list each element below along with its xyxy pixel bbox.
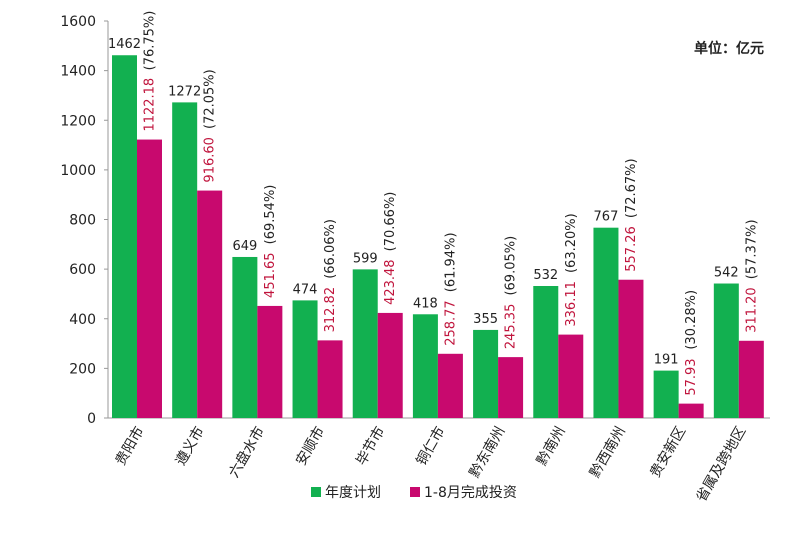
data-label-done: 245.35 (504, 304, 519, 350)
x-category-label: 省属及跨地区 (694, 424, 750, 505)
data-label-done: 423.48 (383, 259, 398, 305)
bar-plan (473, 329, 499, 418)
data-label-plan: 1272 (168, 84, 201, 99)
bar-plan (533, 285, 559, 418)
x-category-label: 黔西南州 (587, 424, 629, 480)
x-category-label: 黔南州 (534, 424, 569, 468)
bar-done (377, 312, 403, 418)
data-label-percent: (69.54%) (263, 185, 278, 245)
bar-plan (412, 314, 438, 418)
legend-label-plan: 年度计划 (325, 485, 381, 501)
x-category-label: 黔东南州 (467, 424, 509, 480)
data-label-percent: (57.37%) (744, 219, 759, 279)
y-tick-label: 1400 (60, 64, 96, 80)
bar-done (257, 305, 283, 418)
bar-done (558, 334, 584, 418)
data-label-done: 57.93 (684, 358, 699, 395)
data-label-plan: 599 (353, 251, 378, 266)
y-tick-label: 1600 (60, 14, 96, 30)
data-label-percent: (63.20%) (564, 213, 579, 273)
data-label-done: 557.26 (624, 226, 639, 272)
bar-plan (172, 102, 198, 418)
legend-label-done: 1-8月完成投资 (424, 485, 517, 501)
data-label-percent: (70.66%) (383, 192, 398, 252)
data-label-percent: (66.06%) (323, 219, 338, 279)
data-label-percent: (30.28%) (684, 290, 699, 350)
unit-label: 单位：亿元 (694, 41, 764, 57)
data-label-plan: 542 (714, 266, 739, 281)
bar-plan (352, 269, 378, 418)
data-label-plan: 474 (293, 282, 318, 297)
data-label-percent: (69.05%) (504, 236, 519, 296)
x-category-label: 贵安新区 (647, 424, 689, 480)
data-label-done: 312.82 (323, 287, 338, 333)
data-label-done: 1122.18 (143, 78, 158, 132)
x-category-label: 贵阳市 (112, 424, 148, 469)
data-label-done: 336.11 (564, 281, 579, 327)
data-label-percent: (76.75%) (143, 11, 158, 71)
bar-plan (593, 227, 619, 418)
bar-done (498, 357, 524, 418)
x-category-label: 铜仁市 (413, 424, 449, 469)
data-label-done: 258.77 (443, 300, 458, 346)
data-label-plan: 191 (654, 353, 679, 368)
data-label-plan: 649 (232, 239, 257, 254)
data-label-percent: (72.05%) (203, 69, 218, 129)
legend-swatch-plan (311, 487, 321, 497)
data-label-plan: 1462 (108, 37, 141, 52)
x-category-label: 安顺市 (292, 424, 328, 469)
bar-plan (713, 283, 739, 418)
y-tick-label: 1000 (60, 163, 96, 179)
y-tick-label: 0 (87, 411, 96, 427)
bar-plan (292, 300, 318, 418)
x-category-label: 遵义市 (172, 424, 208, 469)
data-label-percent: (61.94%) (443, 232, 458, 292)
y-tick-label: 800 (69, 213, 96, 229)
bar-plan (232, 256, 258, 418)
bar-done (317, 340, 343, 418)
data-label-done: 311.20 (744, 287, 759, 333)
bar-done (678, 403, 704, 418)
data-label-done: 451.65 (263, 252, 278, 298)
data-label-plan: 418 (413, 296, 438, 311)
y-tick-label: 400 (69, 312, 96, 328)
y-tick-label: 1200 (60, 113, 96, 129)
bar-done (197, 190, 223, 418)
legend-swatch-done (410, 487, 420, 497)
data-label-plan: 767 (594, 210, 619, 225)
data-label-percent: (72.67%) (624, 158, 639, 218)
y-tick-label: 200 (69, 361, 96, 377)
y-tick-label: 600 (69, 262, 96, 278)
x-category-label: 毕节市 (353, 424, 389, 469)
data-label-plan: 532 (533, 268, 558, 283)
data-label-plan: 355 (473, 312, 498, 327)
bar-done (137, 139, 162, 418)
bar-done (618, 279, 644, 418)
bar-plan (112, 55, 137, 419)
bar-done (738, 340, 764, 418)
bar-done (437, 353, 463, 418)
data-label-done: 916.60 (203, 137, 218, 183)
bar-plan (653, 370, 679, 418)
x-category-label: 六盘水市 (225, 424, 268, 481)
